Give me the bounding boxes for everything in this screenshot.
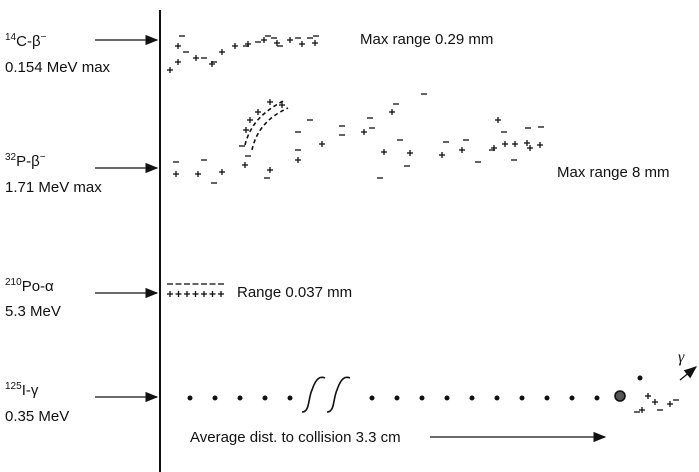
energy-label: 5.3 MeV (5, 303, 61, 320)
ionization-dot (187, 395, 193, 401)
ionization-dot (394, 395, 400, 401)
isotope-label: 32P-β− (5, 152, 46, 170)
range-label: Range 0.037 mm (237, 284, 352, 301)
range-label: Max range 8 mm (557, 164, 670, 181)
ionization-dot (569, 395, 575, 401)
isotope-label: 210Po-α (5, 277, 54, 295)
ionization-dot (469, 395, 475, 401)
ionization-dot (419, 395, 425, 401)
ionization-dot (444, 395, 450, 401)
energy-label: 0.35 MeV (5, 408, 69, 425)
ionization-dot (237, 395, 243, 401)
ionization-dot (369, 395, 375, 401)
gamma-label: γ (678, 349, 685, 366)
collision-symbol (244, 99, 626, 413)
ionization-dot (544, 395, 550, 401)
isotope-label: 14C-β− (5, 32, 47, 50)
ionization-dot (287, 395, 293, 401)
ionization-dot (494, 395, 500, 401)
isotope-label: 125I-γ (5, 381, 39, 399)
energy-label: 1.71 MeV max (5, 179, 102, 196)
ionization-dot (212, 395, 218, 401)
ion-track (167, 35, 679, 413)
range-label: Max range 0.29 mm (360, 31, 493, 48)
ionization-dot (262, 395, 268, 401)
energy-label: 0.154 MeV max (5, 59, 111, 76)
ionization-dot (637, 375, 643, 381)
range-label: Average dist. to collision 3.3 cm (190, 429, 401, 446)
ionization-dot (519, 395, 525, 401)
source-arrows (95, 34, 698, 443)
ionization-dot (594, 395, 600, 401)
